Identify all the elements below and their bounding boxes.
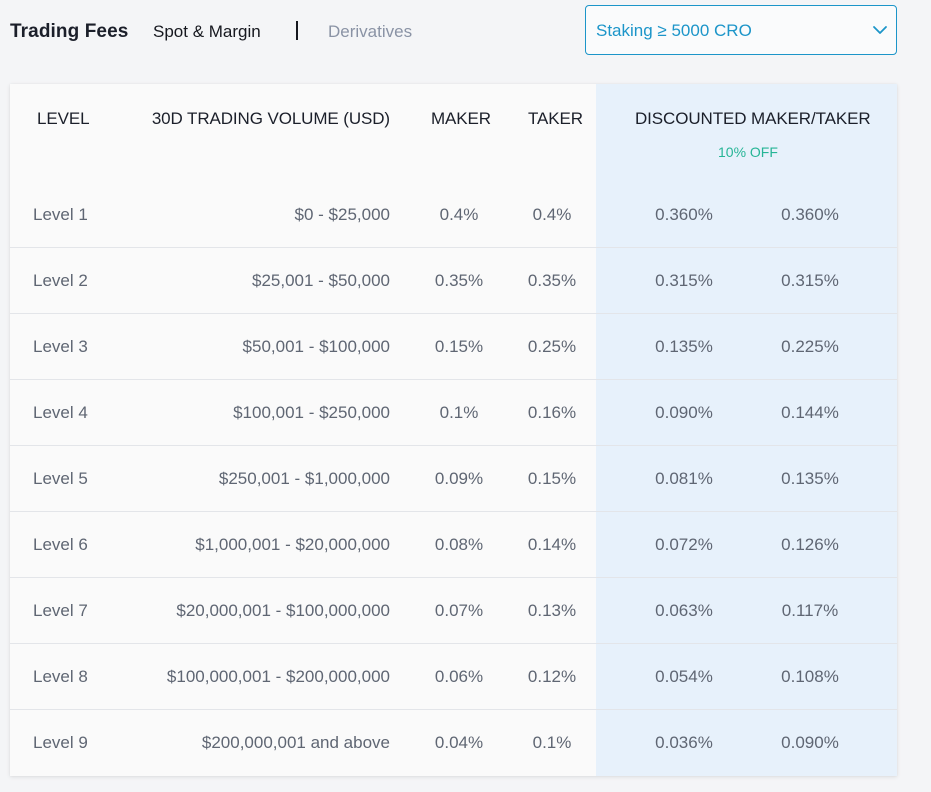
discount-badge: 10% OFF	[718, 144, 778, 160]
fee-table: LEVEL 30D TRADING VOLUME (USD) MAKER TAK…	[10, 84, 897, 776]
cell-maker: 0.07%	[434, 601, 484, 620]
tab-spot-margin[interactable]: Spot & Margin	[153, 22, 261, 41]
discount-column-highlight	[596, 84, 897, 776]
column-header-discounted: DISCOUNTED MAKER/TAKER	[635, 109, 871, 128]
tab-derivatives[interactable]: Derivatives	[328, 22, 413, 41]
cell-volume: $250,001 - $1,000,000	[218, 469, 390, 488]
cell-maker: 0.35%	[434, 271, 484, 290]
cell-discounted-maker: 0.360%	[655, 205, 713, 224]
header: Trading Fees Spot & Margin Derivatives S…	[0, 0, 931, 66]
cell-discounted-maker: 0.135%	[655, 337, 713, 356]
cell-discounted-taker: 0.126%	[781, 535, 839, 554]
cell-volume: $1,000,001 - $20,000,000	[195, 535, 390, 554]
cell-discounted-maker: 0.072%	[655, 535, 713, 554]
table-row: Level 8 $100,000,001 - $200,000,000 0.06…	[10, 644, 897, 710]
page-title: Trading Fees	[10, 21, 129, 42]
cell-discounted-taker: 0.144%	[781, 403, 839, 422]
table-row: Level 3 $50,001 - $100,000 0.15% 0.25% 0…	[10, 314, 897, 380]
cell-maker: 0.06%	[434, 667, 484, 686]
cell-taker: 0.25%	[527, 337, 577, 356]
cell-maker: 0.04%	[434, 733, 484, 752]
cell-maker: 0.15%	[434, 337, 484, 356]
cell-discounted-maker: 0.315%	[655, 271, 713, 290]
cell-level: Level 4	[33, 403, 88, 422]
cell-taker: 0.14%	[527, 535, 577, 554]
cell-level: Level 6	[33, 535, 88, 554]
cell-taker: 0.35%	[527, 271, 577, 290]
staking-level-value: Staking ≥ 5000 CRO	[596, 21, 752, 40]
cell-maker: 0.1%	[439, 403, 479, 422]
cell-discounted-taker: 0.090%	[781, 733, 839, 752]
cell-volume: $200,000,001 and above	[201, 733, 390, 752]
cell-discounted-maker: 0.054%	[655, 667, 713, 686]
cell-level: Level 7	[33, 601, 88, 620]
cell-discounted-taker: 0.225%	[781, 337, 839, 356]
column-header-volume: 30D TRADING VOLUME (USD)	[151, 109, 390, 128]
cell-taker: 0.4%	[532, 205, 572, 224]
cell-taker: 0.12%	[527, 667, 577, 686]
cell-discounted-maker: 0.036%	[655, 733, 713, 752]
cell-volume: $100,001 - $250,000	[233, 403, 390, 422]
table-row: Level 7 $20,000,001 - $100,000,000 0.07%…	[10, 578, 897, 644]
cell-discounted-taker: 0.360%	[781, 205, 839, 224]
cell-level: Level 5	[33, 469, 88, 488]
cell-maker: 0.4%	[439, 205, 479, 224]
cell-volume: $100,000,001 - $200,000,000	[166, 667, 390, 686]
cell-taker: 0.1%	[532, 733, 572, 752]
cell-volume: $0 - $25,000	[294, 205, 390, 224]
table-row: Level 5 $250,001 - $1,000,000 0.09% 0.15…	[10, 446, 897, 512]
cell-discounted-maker: 0.081%	[655, 469, 713, 488]
cell-taker: 0.13%	[527, 601, 577, 620]
table-body: Level 1 $0 - $25,000 0.4% 0.4% 0.360% 0.…	[10, 182, 897, 776]
column-header-taker: TAKER	[528, 109, 583, 128]
cell-level: Level 1	[33, 205, 88, 224]
cell-level: Level 2	[33, 271, 88, 290]
table-row: Level 1 $0 - $25,000 0.4% 0.4% 0.360% 0.…	[10, 182, 897, 248]
cell-discounted-maker: 0.063%	[655, 601, 713, 620]
cell-taker: 0.16%	[527, 403, 577, 422]
cell-discounted-taker: 0.315%	[781, 271, 839, 290]
cell-volume: $20,000,001 - $100,000,000	[176, 601, 390, 620]
cell-level: Level 8	[33, 667, 88, 686]
column-header-level: LEVEL	[37, 109, 90, 128]
cell-level: Level 9	[33, 733, 88, 752]
cell-maker: 0.08%	[434, 535, 484, 554]
tab-divider	[296, 21, 298, 40]
cell-volume: $25,001 - $50,000	[251, 271, 390, 290]
table-row: Level 6 $1,000,001 - $20,000,000 0.08% 0…	[10, 512, 897, 578]
cell-level: Level 3	[33, 337, 88, 356]
staking-level-select[interactable]: Staking ≥ 5000 CRO	[585, 5, 897, 55]
cell-taker: 0.15%	[527, 469, 577, 488]
cell-discounted-maker: 0.090%	[655, 403, 713, 422]
cell-discounted-taker: 0.135%	[781, 469, 839, 488]
chevron-down-icon	[873, 26, 887, 34]
cell-discounted-taker: 0.108%	[781, 667, 839, 686]
column-header-maker: MAKER	[431, 109, 491, 128]
table-row: Level 4 $100,001 - $250,000 0.1% 0.16% 0…	[10, 380, 897, 446]
table-row: Level 9 $200,000,001 and above 0.04% 0.1…	[10, 710, 897, 776]
cell-volume: $50,001 - $100,000	[242, 337, 390, 356]
cell-discounted-taker: 0.117%	[781, 601, 839, 620]
cell-maker: 0.09%	[434, 469, 484, 488]
table-row: Level 2 $25,001 - $50,000 0.35% 0.35% 0.…	[10, 248, 897, 314]
